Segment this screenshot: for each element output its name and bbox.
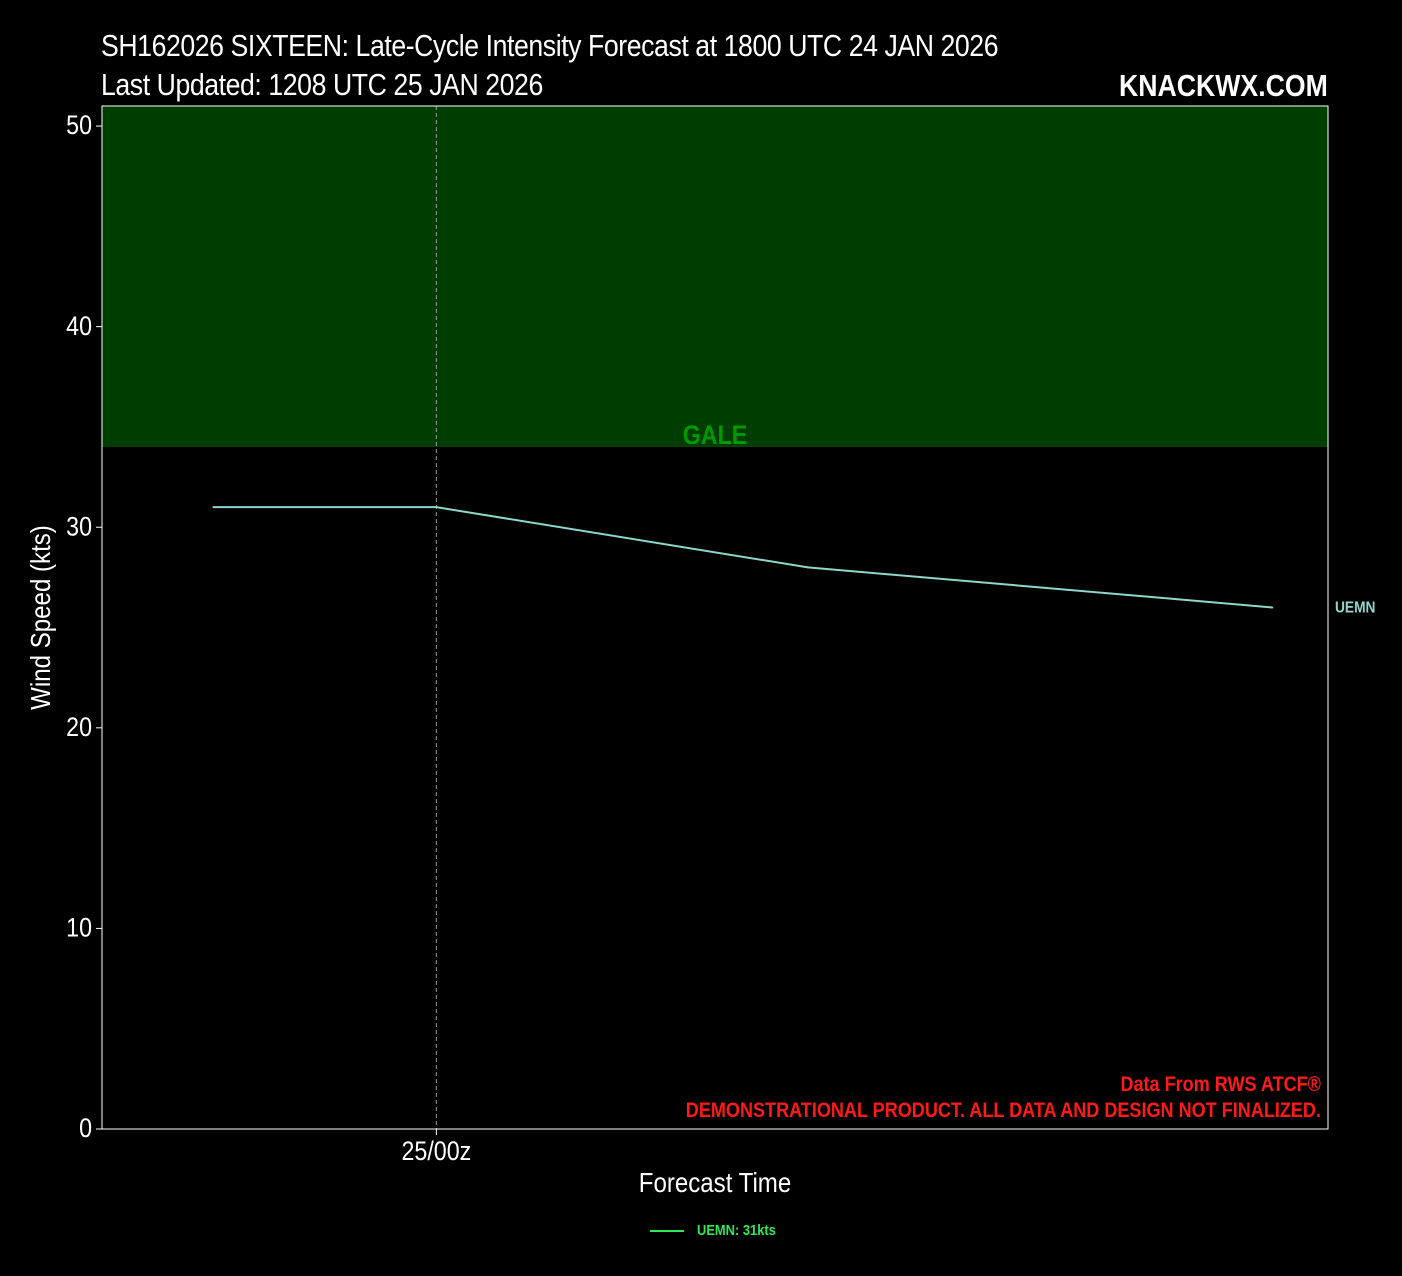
data-source-credit: Data From RWS ATCF® bbox=[1120, 1073, 1321, 1097]
demo-disclaimer: DEMONSTRATIONAL PRODUCT. ALL DATA AND DE… bbox=[686, 1099, 1321, 1123]
plot-frame bbox=[101, 105, 1329, 1130]
y-tick-label-30: 30 bbox=[66, 512, 92, 542]
y-tick-label-10: 10 bbox=[66, 913, 92, 943]
chart-title: SH162026 SIXTEEN: Late-Cycle Intensity F… bbox=[101, 28, 999, 63]
series-line-uemn bbox=[213, 506, 1273, 609]
legend-swatch-uemn bbox=[650, 1229, 684, 1232]
series-point-uemn-2 bbox=[806, 566, 809, 569]
legend-label-uemn: UEMN: 31kts bbox=[697, 1222, 776, 1239]
series-end-label-uemn: UEMN bbox=[1335, 599, 1375, 617]
y-tick-label-0: 0 bbox=[79, 1114, 92, 1144]
band-gale bbox=[102, 106, 1328, 447]
last-updated-label: Last Updated: 1208 UTC 25 JAN 2026 bbox=[101, 67, 543, 102]
band-label-gale: GALE bbox=[683, 420, 747, 450]
x-axis-label: Forecast Time bbox=[639, 1166, 792, 1198]
y-tick-label-20: 20 bbox=[66, 712, 92, 742]
y-axis-label: Wind Speed (kts) bbox=[24, 525, 56, 710]
brand-logo-text: KNACKWX.COM bbox=[1119, 68, 1328, 103]
y-tick-label-50: 50 bbox=[66, 111, 92, 141]
series-point-uemn-1 bbox=[435, 506, 438, 509]
y-tick-label-40: 40 bbox=[66, 311, 92, 341]
x-tick-label-0: 25/00z bbox=[402, 1136, 472, 1166]
legend: UEMN: 31kts bbox=[650, 1222, 789, 1239]
series-point-uemn-3 bbox=[1271, 606, 1274, 609]
series-point-uemn-0 bbox=[212, 506, 215, 509]
